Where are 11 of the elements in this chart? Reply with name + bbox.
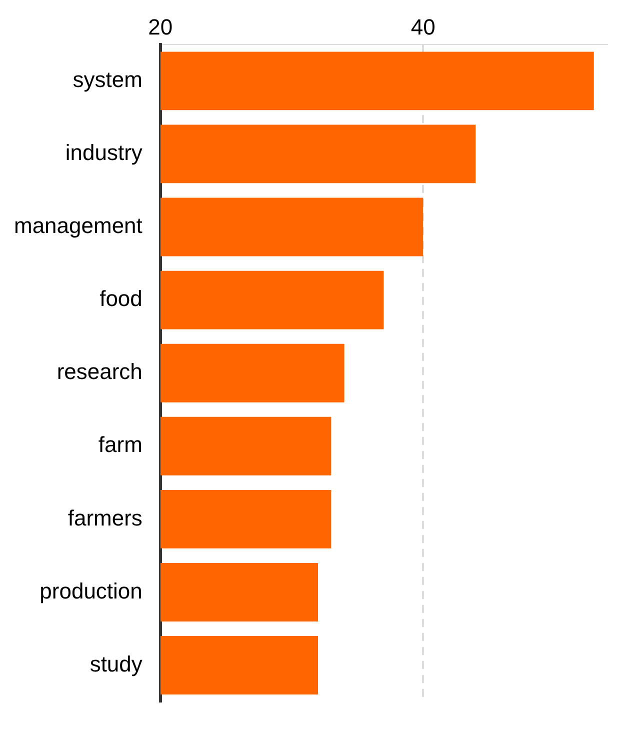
y-tick-label: study [90, 651, 142, 676]
y-tick-label: system [72, 66, 142, 92]
y-tick-label: research [56, 359, 142, 384]
y-tick-label: farm [98, 432, 142, 458]
y-tick-label: farmers [68, 505, 142, 530]
y-tick-label: food [100, 286, 142, 312]
x-tick-label: 40 [410, 14, 436, 40]
x-tick-label: 20 [148, 14, 173, 40]
y-tick-label: industry [65, 140, 142, 166]
y-tick-label: production [40, 578, 142, 604]
y-tick-label: management [14, 213, 142, 238]
